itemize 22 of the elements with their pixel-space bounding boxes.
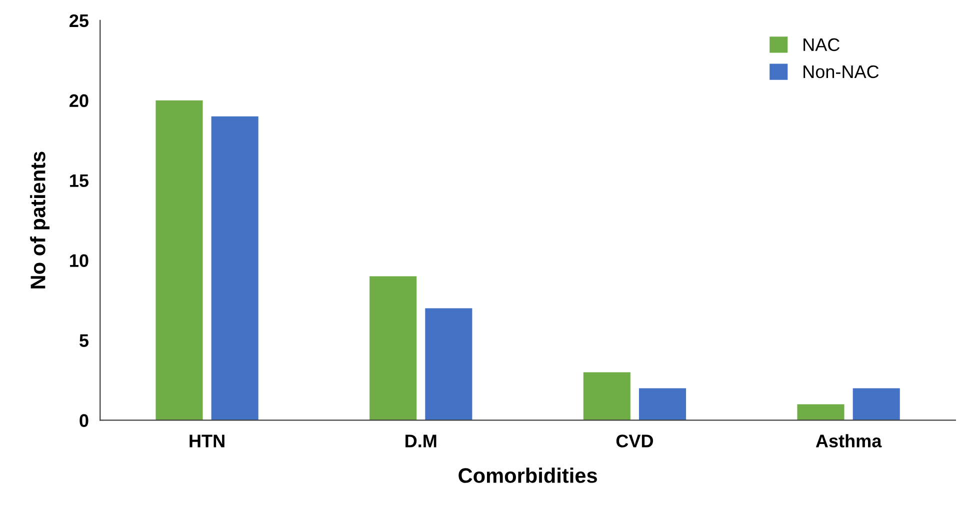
bar xyxy=(638,388,686,420)
y-tick-label: 20 xyxy=(70,94,88,108)
bar xyxy=(211,116,258,420)
legend-label: NAC xyxy=(804,38,840,52)
y-tick-label: 5 xyxy=(80,334,89,347)
y-tick-label: 0 xyxy=(80,414,88,427)
x-tick-label: D.M xyxy=(406,434,436,448)
x-tick-label: HTN xyxy=(190,434,224,448)
bar xyxy=(852,388,900,420)
legend-label: Non-NAC xyxy=(804,65,879,78)
bar xyxy=(425,308,472,420)
y-axis-title: No of patients xyxy=(30,152,50,288)
y-tick-label: 15 xyxy=(70,174,89,188)
x-tick-label: CVD xyxy=(616,434,654,448)
x-tick-label: Asthma xyxy=(816,434,882,448)
bar xyxy=(797,404,844,420)
y-tick-label: 10 xyxy=(70,254,88,268)
y-tick-label: 25 xyxy=(70,14,89,28)
bar xyxy=(156,100,203,420)
bar xyxy=(370,276,417,420)
bar xyxy=(583,372,630,420)
x-axis-title: Comorbidities xyxy=(458,468,597,483)
